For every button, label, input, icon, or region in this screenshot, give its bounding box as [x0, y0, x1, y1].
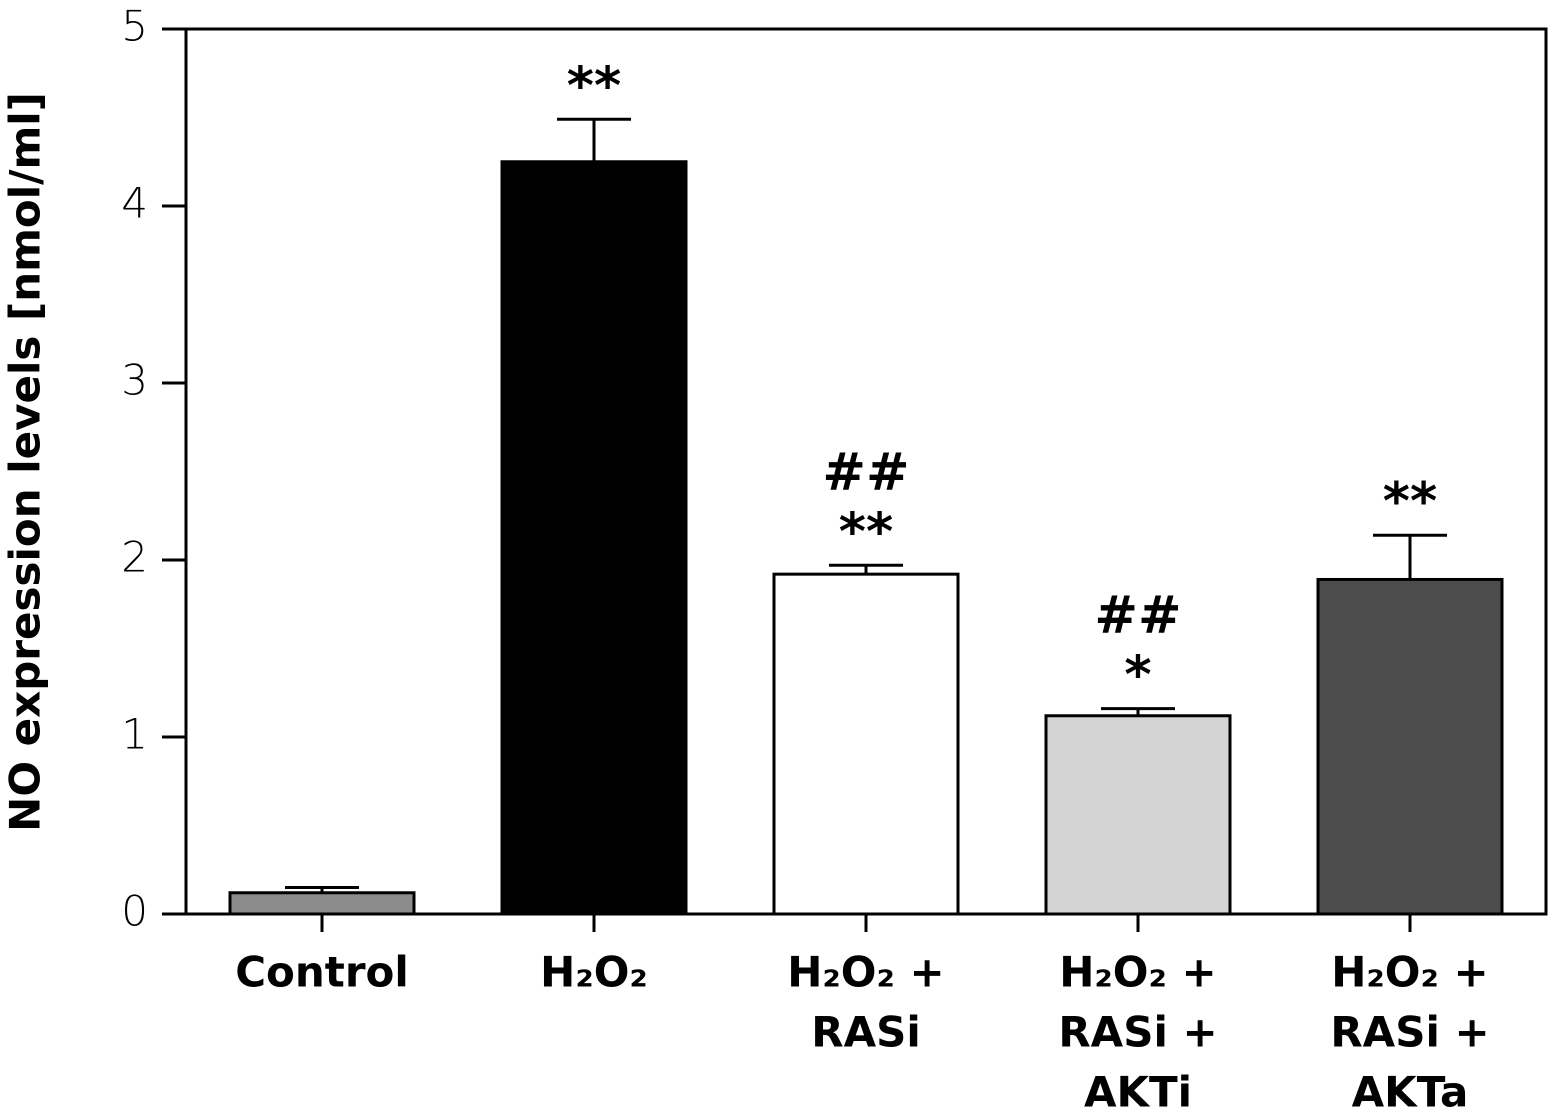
significance-mark: ## — [822, 442, 909, 502]
x-tick-label: AKTi — [1084, 1068, 1192, 1116]
y-tick-label: 5 — [121, 2, 148, 51]
plot-frame — [184, 27, 1548, 916]
significance-mark: ** — [1383, 472, 1437, 532]
y-tick-label: 0 — [121, 887, 148, 936]
y-tick-label: 3 — [121, 356, 148, 405]
significance-mark: * — [1124, 646, 1151, 706]
x-tick-label: AKTa — [1352, 1068, 1469, 1116]
y-axis-label: NO expression levels [nmol/ml] — [1, 92, 50, 832]
bar — [500, 160, 688, 916]
x-tick-label: H₂O₂ + — [1331, 948, 1488, 997]
bar — [1316, 577, 1504, 916]
y-tick-label: 1 — [121, 710, 148, 759]
bar — [228, 891, 416, 916]
x-tick-label: H₂O₂ + — [787, 948, 944, 997]
y-tick-label: 2 — [121, 533, 148, 582]
significance-mark: ## — [1094, 586, 1181, 646]
x-tick-label: RASi — [811, 1008, 921, 1057]
bar — [1044, 714, 1232, 916]
x-tick-label: H₂O₂ — [540, 948, 648, 997]
x-tick-label: H₂O₂ + — [1059, 948, 1216, 997]
significance-mark: ** — [567, 56, 621, 116]
significance-mark: ** — [839, 502, 893, 562]
x-tick-label: Control — [235, 948, 409, 997]
y-tick-label: 4 — [121, 179, 148, 228]
x-tick-label: RASi + — [1058, 1008, 1217, 1057]
bar — [772, 572, 960, 916]
x-tick-label: RASi + — [1330, 1008, 1489, 1057]
